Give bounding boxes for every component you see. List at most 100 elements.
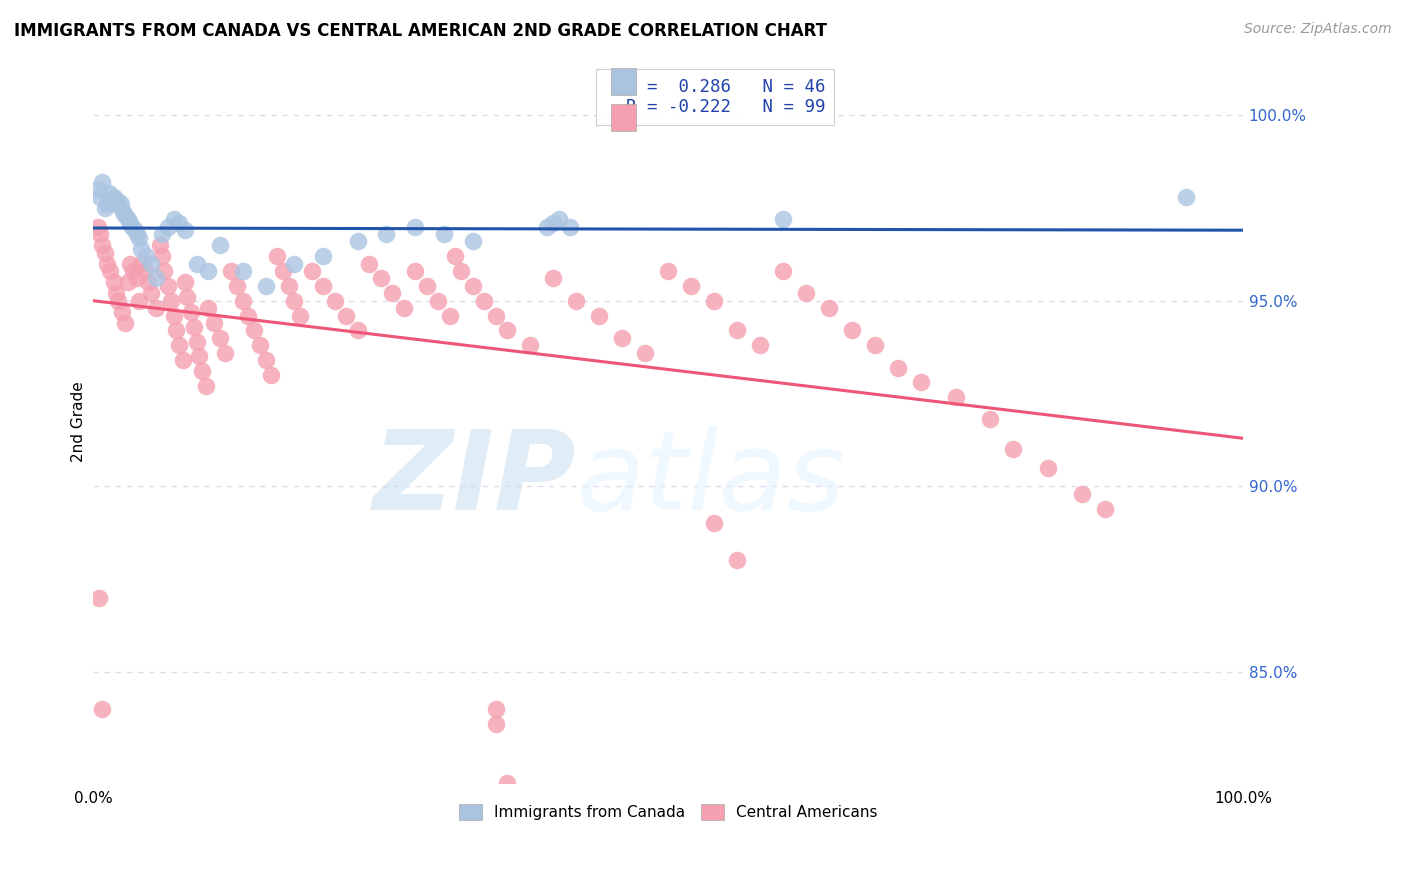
Point — [370, 271, 392, 285]
Point — [131, 242, 153, 256]
Point — [89, 227, 111, 241]
Point — [87, 591, 110, 605]
Point — [91, 238, 114, 252]
Point — [91, 175, 114, 189]
Point — [277, 279, 299, 293]
Point — [271, 264, 294, 278]
Point — [114, 208, 136, 222]
Point — [1174, 190, 1197, 204]
Point — [392, 301, 415, 315]
Point — [346, 323, 368, 337]
Point — [681, 279, 703, 293]
Point — [165, 323, 187, 337]
Point — [107, 293, 129, 308]
Point — [149, 238, 172, 252]
Point — [128, 293, 150, 308]
Point — [519, 338, 541, 352]
Point — [283, 257, 305, 271]
Point — [610, 331, 633, 345]
Point — [439, 309, 461, 323]
Point — [89, 190, 111, 204]
Point — [427, 293, 450, 308]
Text: Source: ZipAtlas.com: Source: ZipAtlas.com — [1244, 22, 1392, 37]
Point — [634, 345, 657, 359]
Point — [496, 776, 519, 790]
Point — [359, 257, 381, 271]
Point — [375, 227, 398, 241]
Point — [169, 338, 191, 352]
Point — [496, 323, 519, 337]
Point — [197, 264, 219, 278]
Point — [93, 201, 115, 215]
Point — [260, 368, 283, 382]
Point — [725, 323, 748, 337]
Point — [444, 249, 467, 263]
Point — [725, 553, 748, 567]
Point — [186, 257, 208, 271]
Point — [125, 227, 148, 241]
Point — [312, 249, 335, 263]
Point — [156, 219, 179, 234]
Point — [226, 279, 249, 293]
Point — [415, 279, 437, 293]
Point — [121, 219, 143, 234]
Point — [105, 197, 128, 211]
Point — [381, 286, 404, 301]
Point — [114, 316, 136, 330]
Point — [335, 309, 357, 323]
Point — [565, 293, 588, 308]
Point — [197, 301, 219, 315]
Point — [134, 264, 156, 278]
Point — [548, 212, 571, 227]
Point — [96, 257, 118, 271]
Point — [135, 249, 157, 263]
Point — [131, 257, 153, 271]
Point — [450, 264, 472, 278]
Point — [117, 275, 139, 289]
Point — [910, 376, 932, 390]
Point — [174, 275, 197, 289]
Point — [772, 212, 794, 227]
Point — [485, 716, 508, 731]
Point — [238, 309, 260, 323]
Point — [346, 235, 368, 249]
Point — [172, 353, 194, 368]
Point — [112, 204, 135, 219]
Point — [156, 279, 179, 293]
Point — [183, 319, 205, 334]
Point — [100, 194, 122, 208]
Point — [98, 186, 121, 201]
Legend: Immigrants from Canada, Central Americans: Immigrants from Canada, Central American… — [453, 797, 883, 826]
Point — [818, 301, 841, 315]
Point — [312, 279, 335, 293]
Point — [461, 235, 484, 249]
Point — [93, 245, 115, 260]
Point — [145, 271, 167, 285]
Point — [863, 338, 886, 352]
Point — [107, 194, 129, 208]
Point — [254, 279, 277, 293]
Point — [433, 227, 456, 241]
Text: IMMIGRANTS FROM CANADA VS CENTRAL AMERICAN 2ND GRADE CORRELATION CHART: IMMIGRANTS FROM CANADA VS CENTRAL AMERIC… — [14, 22, 827, 40]
Point — [96, 197, 118, 211]
Point — [749, 338, 772, 352]
Point — [461, 279, 484, 293]
Point — [254, 353, 277, 368]
FancyBboxPatch shape — [610, 103, 636, 131]
Point — [1094, 501, 1116, 516]
Point — [1071, 486, 1094, 500]
Point — [1002, 442, 1025, 457]
Point — [110, 197, 132, 211]
Point — [117, 212, 139, 227]
FancyBboxPatch shape — [610, 68, 636, 95]
Point — [208, 331, 231, 345]
Point — [219, 264, 242, 278]
Point — [541, 271, 564, 285]
Point — [139, 286, 162, 301]
Point — [560, 219, 582, 234]
Point — [150, 227, 173, 241]
Point — [139, 257, 162, 271]
Point — [485, 702, 508, 716]
Text: ZIP: ZIP — [373, 425, 576, 533]
Point — [163, 309, 186, 323]
